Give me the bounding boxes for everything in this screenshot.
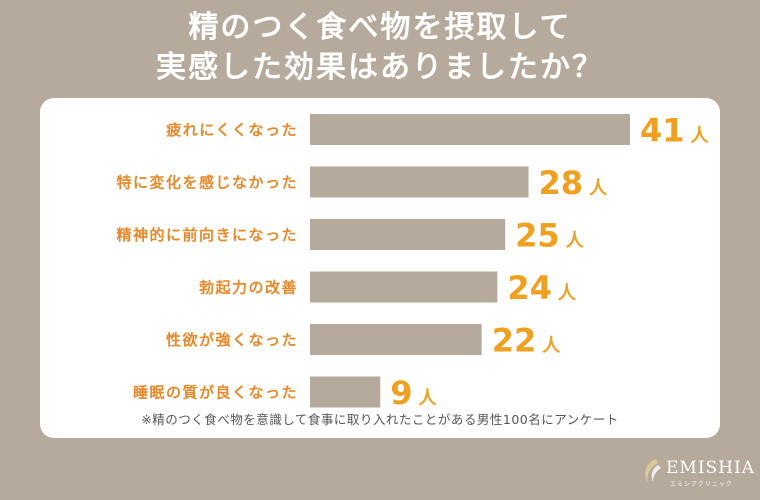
category-label: 勃起力の改善: [199, 279, 298, 297]
value-number: 22: [492, 322, 537, 360]
value-label: 28 人: [539, 164, 609, 202]
value-number: 28: [539, 164, 584, 202]
value-number: 41: [640, 112, 685, 150]
value-unit: 人: [542, 336, 561, 357]
bar: [310, 114, 630, 145]
value-label: 22 人: [492, 322, 562, 360]
brand-name: EMISHIA: [666, 458, 755, 478]
value-number: 25: [515, 217, 560, 255]
brand-subtitle: エミシアクリニック: [670, 481, 733, 488]
value-unit: 人: [691, 126, 710, 147]
value-unit: 人: [419, 388, 438, 408]
value-label: 24 人: [507, 269, 577, 307]
chart-card: 疲れにくくなった 41 人特に変化を感じなかった 28 人精神的に前向きになった 25 人勃…: [40, 98, 720, 438]
value-label: 41 人: [640, 112, 710, 150]
category-label: 精神的に前向きになった: [116, 226, 298, 244]
value-unit: 人: [589, 178, 608, 199]
value-number: 24: [507, 269, 552, 307]
brand-logo: EMISHIA エミシアクリニック: [640, 455, 754, 495]
value-label: 25 人: [515, 217, 585, 255]
category-label: 睡眠の質が良くなった: [133, 384, 298, 402]
category-label: 疲れにくくなった: [166, 121, 298, 139]
title-line-1: 精のつく食べ物を摂取して: [188, 10, 572, 45]
bar: [310, 219, 506, 250]
value-number: 9: [390, 374, 412, 408]
category-label: 特に変化を感じなかった: [116, 174, 298, 192]
value-unit: 人: [566, 231, 585, 252]
title-line-2: 実感した効果はありましたか？: [156, 50, 604, 85]
survey-footnote: ※精のつく食べ物を意識して食事に取り入れたことがある男性100名にアンケート: [141, 412, 619, 427]
bar: [310, 324, 482, 355]
brand-mark-icon: [645, 459, 661, 483]
value-unit: 人: [558, 283, 577, 304]
bar: [310, 376, 381, 408]
bar: [310, 271, 498, 303]
category-label: 性欲が強くなった: [166, 331, 298, 349]
chart-title: 精のつく食べ物を摂取して 実感した効果はありましたか？: [0, 8, 760, 88]
bar: [310, 166, 529, 198]
